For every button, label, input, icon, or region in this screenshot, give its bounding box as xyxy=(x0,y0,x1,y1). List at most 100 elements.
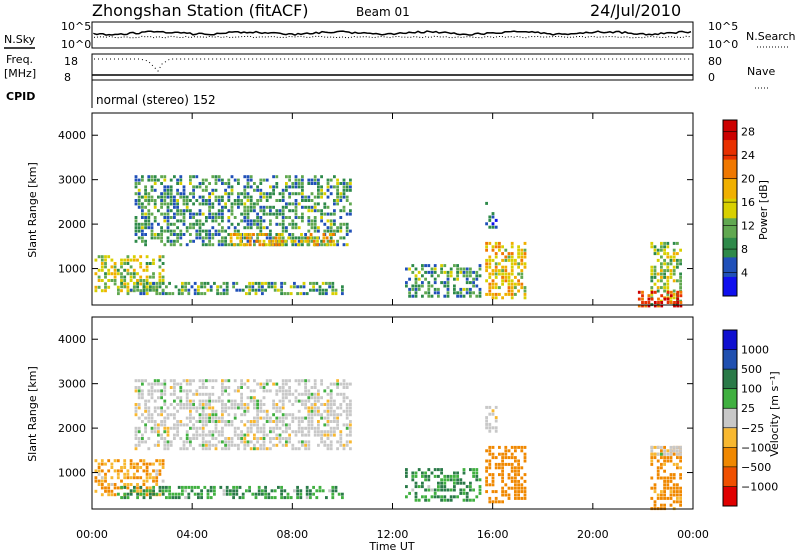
heatmap-cell xyxy=(329,409,333,413)
heatmap-cell xyxy=(253,205,256,209)
heatmap-cell xyxy=(133,285,136,289)
heatmap-cell xyxy=(129,489,133,493)
heatmap-cell xyxy=(134,433,138,437)
heatmap-cell xyxy=(197,285,200,289)
heatmap-cell xyxy=(427,264,431,268)
heatmap-cell xyxy=(475,495,479,499)
heatmap-cell xyxy=(475,274,479,278)
heatmap-cell xyxy=(498,473,501,477)
heatmap-cell xyxy=(137,379,141,383)
heatmap-cell xyxy=(294,236,298,240)
heatmap-cell xyxy=(501,469,504,473)
heatmap-cell xyxy=(281,386,285,389)
heatmap-cell xyxy=(211,175,215,179)
heatmap-cell xyxy=(169,199,173,202)
heatmap-cell xyxy=(155,292,159,296)
heatmap-cell xyxy=(259,195,263,199)
heatmap-cell xyxy=(650,445,654,449)
heatmap-cell xyxy=(176,433,179,437)
heatmap-cell xyxy=(145,462,149,466)
heatmap-cell xyxy=(113,262,117,265)
heatmap-cell xyxy=(273,285,277,289)
heatmap-cell xyxy=(179,233,183,236)
heatmap-cell xyxy=(227,233,231,236)
heatmap-cell xyxy=(333,202,336,206)
colorbar-tick-label: −100 xyxy=(741,441,771,454)
heatmap-cell xyxy=(100,268,104,272)
heatmap-cell xyxy=(459,491,463,495)
heatmap-cell xyxy=(123,285,127,289)
heatmap-cell xyxy=(317,396,320,400)
heatmap-cell xyxy=(663,456,666,460)
heatmap-cell xyxy=(507,476,511,480)
heatmap-cell xyxy=(331,288,335,292)
heatmap-cell xyxy=(221,413,224,417)
heatmap-cell xyxy=(221,399,224,403)
heatmap-cell xyxy=(253,182,256,185)
heatmap-cell xyxy=(227,392,231,396)
heatmap-cell xyxy=(491,272,495,276)
heatmap-cell xyxy=(257,285,261,289)
heatmap-cell xyxy=(517,279,520,283)
heatmap-cell xyxy=(320,440,323,444)
heatmap-cell xyxy=(176,233,179,236)
heatmap-cell xyxy=(345,185,349,189)
heatmap-cell xyxy=(246,420,250,423)
heatmap-cell xyxy=(333,416,336,420)
heatmap-cell xyxy=(142,459,146,463)
heatmap-cell xyxy=(155,492,159,496)
heatmap-cell xyxy=(494,426,498,430)
heatmap-cell xyxy=(520,282,524,286)
heatmap-cell xyxy=(173,437,176,440)
heatmap-cell xyxy=(469,498,472,502)
heatmap-cell xyxy=(187,492,191,496)
heatmap-cell xyxy=(523,459,527,463)
heatmap-cell xyxy=(501,265,504,269)
heatmap-cell xyxy=(274,243,278,247)
heatmap-cell xyxy=(225,485,229,489)
heatmap-cell xyxy=(221,389,224,393)
heatmap-cell xyxy=(120,279,123,282)
heatmap-cell xyxy=(157,426,160,430)
heatmap-cell xyxy=(160,233,163,236)
heatmap-cell xyxy=(227,386,231,389)
heatmap-cell xyxy=(214,212,218,216)
heatmap-cell xyxy=(523,493,527,497)
heatmap-cell xyxy=(523,262,527,266)
heatmap-cell xyxy=(288,426,291,430)
heatmap-cell xyxy=(302,285,306,289)
heatmap-cell xyxy=(653,245,657,249)
heatmap-cell xyxy=(253,399,256,403)
heatmap-cell xyxy=(309,233,313,236)
noise-panel xyxy=(91,21,694,49)
heatmap-cell xyxy=(163,219,167,223)
heatmap-cell xyxy=(201,399,205,403)
heatmap-cell xyxy=(185,205,189,209)
heatmap-cell xyxy=(221,392,224,396)
heatmap-cell xyxy=(107,255,111,259)
heatmap-cell xyxy=(329,413,333,417)
heatmap-cell xyxy=(126,486,130,490)
heatmap-cell xyxy=(510,265,514,269)
heatmap-cell xyxy=(446,274,450,278)
heatmap-cell xyxy=(657,297,660,301)
heatmap-cell xyxy=(320,413,323,417)
heatmap-cell xyxy=(160,433,163,437)
heatmap-cell xyxy=(132,275,136,279)
heatmap-cell xyxy=(310,406,314,410)
heatmap-cell xyxy=(236,233,239,236)
heatmap-cell xyxy=(256,409,259,413)
heatmap-cell xyxy=(246,185,250,189)
heatmap-cell xyxy=(272,420,275,423)
heatmap-cell xyxy=(184,288,187,292)
heatmap-cell xyxy=(326,188,330,192)
heatmap-cell xyxy=(222,492,226,496)
heatmap-cell xyxy=(160,413,163,417)
heatmap-cell xyxy=(197,288,200,292)
heatmap-cell xyxy=(449,498,453,502)
heatmap-cell xyxy=(141,222,144,226)
heatmap-cell xyxy=(672,483,676,487)
heatmap-cell xyxy=(342,386,346,389)
heatmap-cell xyxy=(221,243,224,247)
heatmap-cell xyxy=(152,288,155,292)
